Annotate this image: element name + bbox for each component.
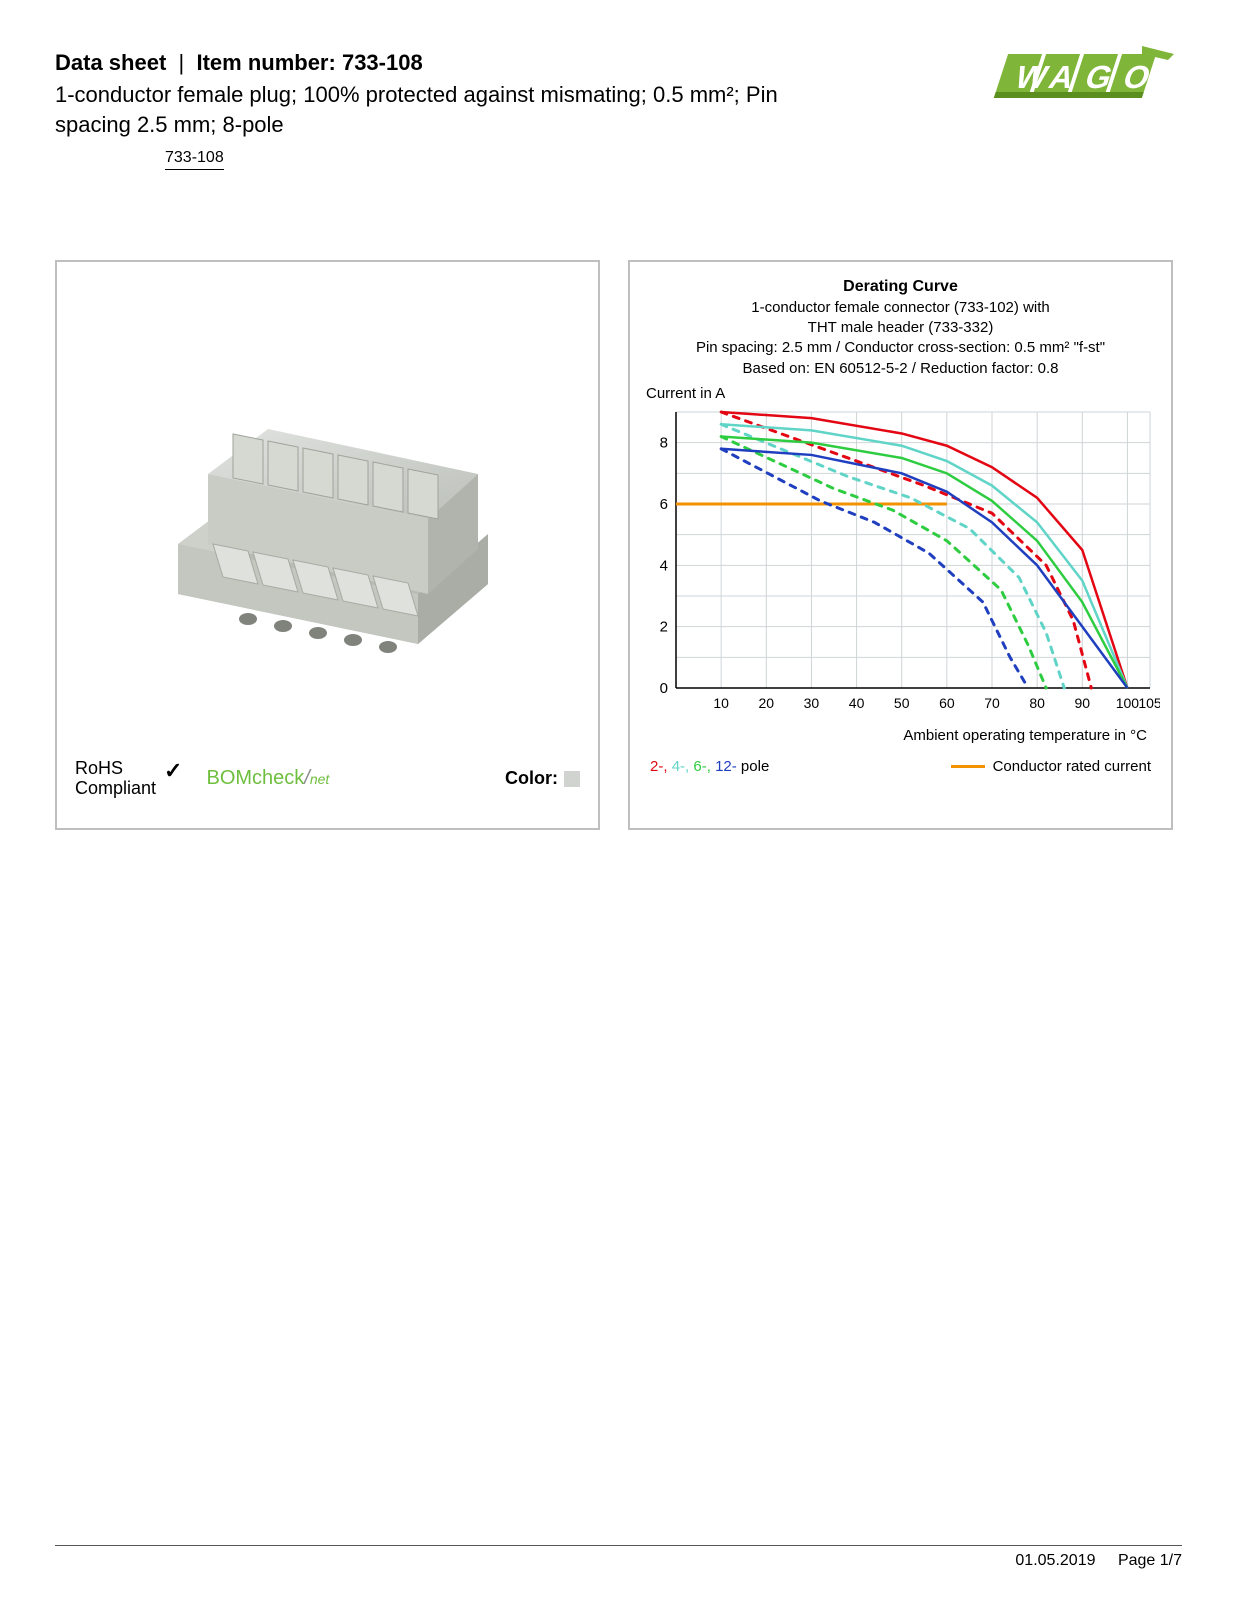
item-number: 733-108 (342, 50, 423, 75)
svg-text:50: 50 (894, 695, 910, 711)
legend-row: 2-, 4-, 6-, 12- pole Conductor rated cur… (640, 758, 1161, 775)
product-image (69, 274, 586, 734)
legend-conductor: Conductor rated current (951, 758, 1151, 775)
footer-date: 01.05.2019 (1015, 1552, 1095, 1569)
header-text: Data sheet | Item number: 733-108 1-cond… (55, 50, 835, 170)
svg-text:70: 70 (984, 695, 1000, 711)
svg-text:6: 6 (660, 496, 668, 513)
legend-pole-suffix: pole (741, 758, 769, 775)
chart-title-block: Derating Curve 1-conductor female connec… (640, 276, 1161, 379)
item-code-link[interactable]: 733-108 (165, 149, 224, 170)
footer: 01.05.2019 Page 1/7 (55, 1545, 1182, 1570)
x-axis-label: Ambient operating temperature in °C (640, 727, 1161, 744)
chart-sub1: 1-conductor female connector (733-102) w… (640, 298, 1161, 318)
check-icon: ✓ (164, 759, 182, 783)
compliance-row: RoHS Compliant ✓ BOMcheck/net Color: (75, 759, 580, 799)
legend-conductor-label: Conductor rated current (993, 758, 1151, 775)
item-number-label: Item number: (196, 50, 335, 75)
rohs-compliant: RoHS Compliant ✓ (75, 759, 182, 799)
datasheet-label: Data sheet (55, 50, 166, 75)
svg-text:20: 20 (758, 695, 774, 711)
footer-page: Page 1/7 (1118, 1552, 1182, 1569)
bomcheck-logo: BOMcheck/net (206, 767, 329, 790)
color-label: Color: (505, 768, 558, 789)
svg-text:8: 8 (660, 435, 668, 452)
svg-text:100: 100 (1116, 695, 1140, 711)
content-row: RoHS Compliant ✓ BOMcheck/net Color: Der… (55, 260, 1182, 830)
product-card: RoHS Compliant ✓ BOMcheck/net Color: (55, 260, 600, 830)
svg-text:90: 90 (1074, 695, 1090, 711)
y-axis-label: Current in A (646, 385, 1161, 402)
subtitle: 1-conductor female plug; 100% protected … (55, 80, 835, 139)
svg-text:60: 60 (939, 695, 955, 711)
svg-text:105: 105 (1138, 695, 1160, 711)
legend-2pole: 2-, (650, 758, 668, 775)
svg-text:2: 2 (660, 619, 668, 636)
legend-poles: 2-, 4-, 6-, 12- pole (650, 758, 769, 775)
chart-sub3: Pin spacing: 2.5 mm / Conductor cross-se… (640, 338, 1161, 358)
chart-sub2: THT male header (733-332) (640, 318, 1161, 338)
svg-text:30: 30 (804, 695, 820, 711)
svg-text:10: 10 (713, 695, 729, 711)
title-line: Data sheet | Item number: 733-108 (55, 50, 835, 76)
chart-card: Derating Curve 1-conductor female connec… (628, 260, 1173, 830)
svg-text:40: 40 (849, 695, 865, 711)
derating-chart: 0 2 4 6 8 10 20 30 40 50 60 70 80 90 100105 (640, 406, 1160, 716)
svg-text:0: 0 (660, 680, 668, 697)
svg-text:80: 80 (1029, 695, 1045, 711)
chart-sub4: Based on: EN 60512-5-2 / Reduction facto… (640, 359, 1161, 379)
legend-12pole: 12- (715, 758, 737, 775)
header: Data sheet | Item number: 733-108 1-cond… (55, 50, 1182, 170)
compliant-label: Compliant (75, 779, 156, 799)
conductor-line-icon (951, 765, 985, 768)
title-separator: | (172, 50, 196, 75)
color-indicator: Color: (505, 768, 580, 789)
legend-6pole: 6-, (693, 758, 711, 775)
legend-4pole: 4-, (672, 758, 690, 775)
wago-logo: W A G O (982, 42, 1182, 117)
bomcheck-text: BOMcheck (206, 767, 304, 789)
color-swatch (564, 771, 580, 787)
rohs-label: RoHS (75, 759, 156, 779)
bomcheck-suffix: net (310, 771, 329, 787)
svg-text:4: 4 (660, 557, 668, 574)
chart-title: Derating Curve (640, 276, 1161, 298)
